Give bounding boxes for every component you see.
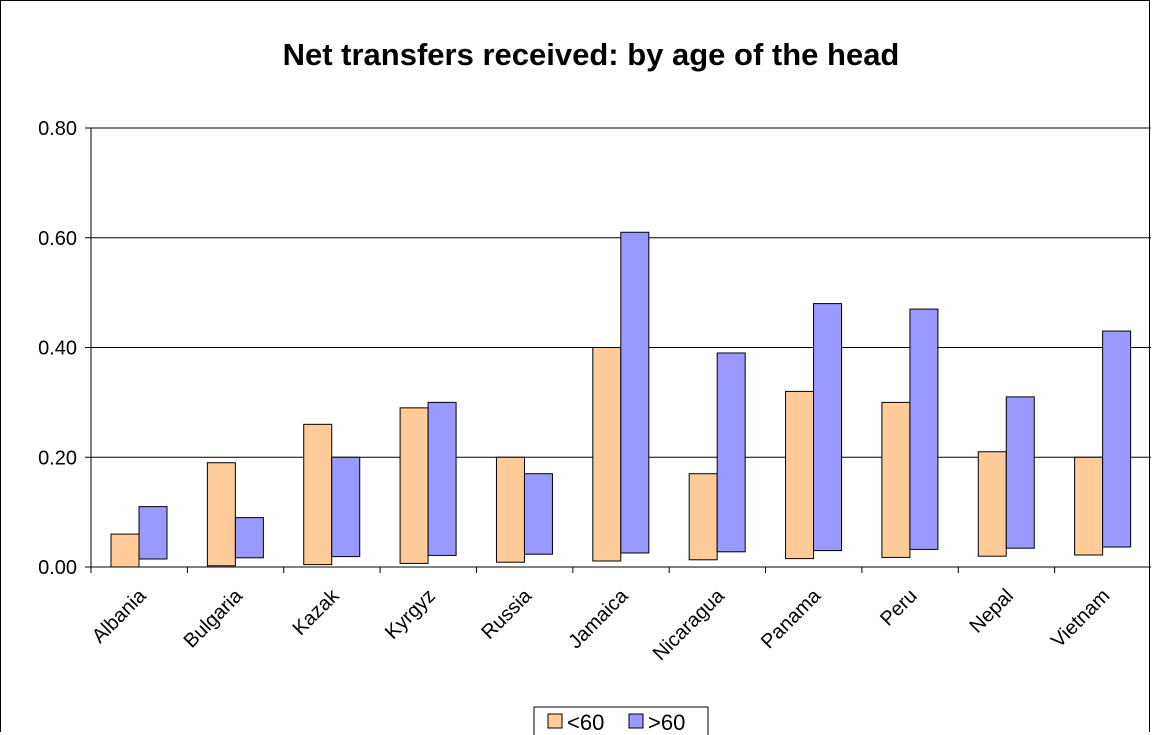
legend-label-over-60: >60 (648, 710, 685, 735)
bar-under-60-kyrgyz (399, 407, 429, 564)
x-category-label: Jamaica (564, 584, 633, 653)
x-category-label: Vietnam (1047, 585, 1114, 652)
bars (110, 231, 1132, 568)
bar-over-60-vietnam (1102, 330, 1132, 548)
legend-box (533, 706, 709, 735)
legend: <60 >60 (533, 706, 709, 735)
bar-over-60-kyrgyz (427, 401, 457, 556)
y-tick-label: 0.40 (38, 338, 77, 360)
bar-over-60-jamaica (620, 231, 650, 554)
y-tick-label: 0.60 (38, 228, 77, 250)
bar-under-60-albania (110, 533, 140, 568)
x-category-label: Panama (757, 584, 826, 653)
bar-under-60-panama (785, 390, 815, 560)
axes (85, 127, 1151, 573)
bar-under-60-russia (495, 456, 525, 563)
x-category-labels: Albania Bulgaria Kazak Kyrgyz Russia Jamaica N… (88, 584, 1114, 665)
bar-under-60-bulgaria (206, 462, 236, 567)
y-tick-label: 0.80 (38, 118, 77, 140)
y-tick-label: 0.20 (38, 447, 77, 469)
x-category-label: Bulgaria (180, 584, 248, 652)
x-category-label: Kyrgyz (381, 585, 440, 644)
x-category-label: Albania (88, 584, 151, 647)
bar-under-60-nicaragua (688, 473, 718, 561)
y-tick-labels: 0.00 0.20 0.40 0.60 0.80 (38, 118, 77, 579)
x-category-label: Russia (477, 584, 536, 643)
bar-over-60-kazak (331, 456, 361, 558)
bar-under-60-jamaica (592, 347, 622, 562)
bar-over-60-nicaragua (716, 352, 746, 553)
x-category-label: Nepal (965, 585, 1018, 638)
legend-swatch-over-60 (628, 713, 644, 729)
bar-under-60-nepal (977, 451, 1007, 557)
bar-under-60-vietnam (1074, 456, 1104, 556)
bar-over-60-nepal (1005, 396, 1035, 549)
bar-under-60-kazak (303, 423, 333, 566)
x-category-label: Nicaragua (649, 584, 730, 665)
x-category-label: Peru (876, 585, 921, 630)
legend-label-under-60: <60 (567, 710, 604, 735)
legend-swatch-under-60 (547, 713, 563, 729)
bar-over-60-panama (813, 303, 843, 552)
y-tick-label: 0.00 (38, 557, 77, 579)
chart-title: Net transfers received: by age of the he… (283, 37, 900, 72)
bar-over-60-russia (523, 473, 553, 555)
bar-over-60-bulgaria (234, 517, 264, 559)
x-category-label: Kazak (289, 584, 345, 640)
bar-over-60-albania (138, 506, 168, 560)
bar-over-60-peru (909, 308, 939, 550)
bar-under-60-peru (881, 401, 911, 558)
